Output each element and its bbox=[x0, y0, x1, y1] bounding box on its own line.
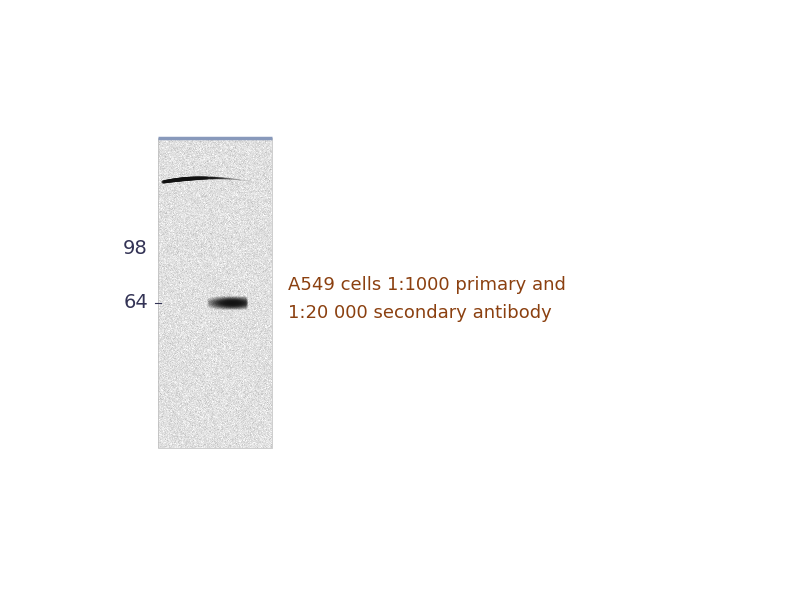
Bar bbox=[158, 138, 272, 448]
Text: A549 cells 1:1000 primary and: A549 cells 1:1000 primary and bbox=[288, 276, 566, 294]
Text: 1:20 000 secondary antibody: 1:20 000 secondary antibody bbox=[288, 304, 552, 322]
Text: 98: 98 bbox=[123, 238, 148, 257]
Text: 64: 64 bbox=[123, 293, 148, 313]
